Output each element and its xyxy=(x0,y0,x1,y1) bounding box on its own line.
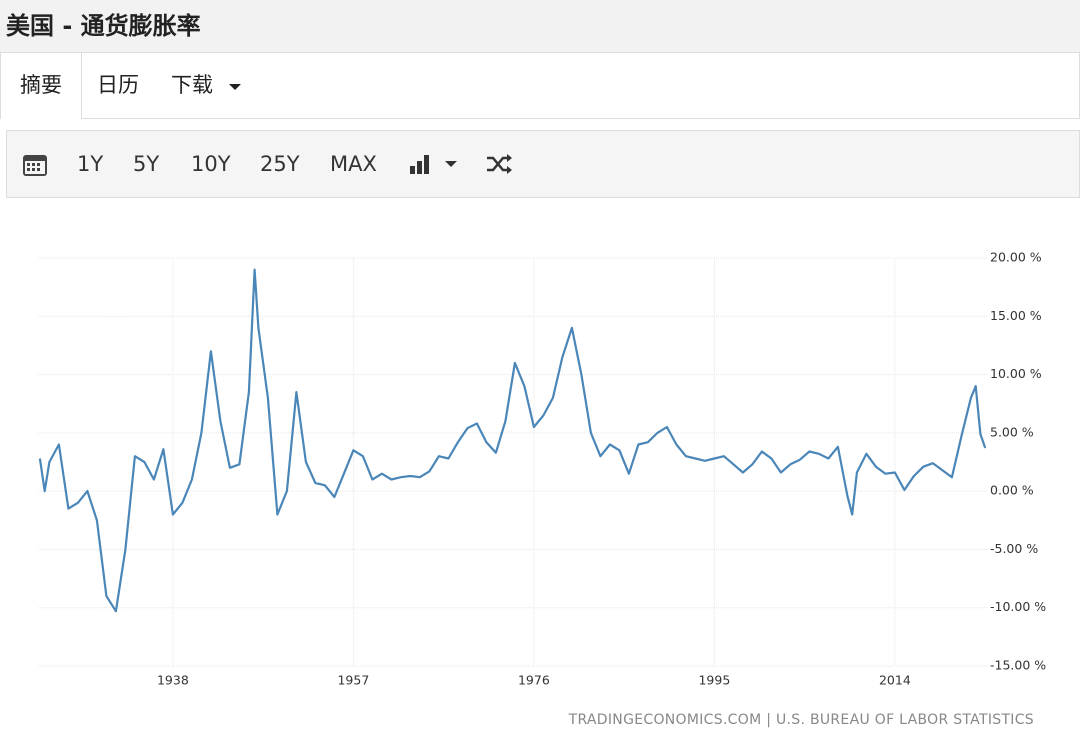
source: TRADINGECONOMICS.COM | U.S. BUREAU OF LA… xyxy=(568,712,1034,728)
line xyxy=(38,268,987,613)
range-button[interactable]: 1Y xyxy=(77,152,104,176)
y-tick-label: 15.00 % xyxy=(990,308,1042,323)
range-button[interactable]: 10Y xyxy=(191,152,231,176)
x-tick-label: 1938 xyxy=(157,673,189,688)
calendar-icon[interactable] xyxy=(22,153,48,177)
x-tick-label: 2014 xyxy=(879,673,911,688)
y-tick-label: -15.00 % xyxy=(990,658,1046,673)
tab[interactable]: 摘要 xyxy=(1,53,82,119)
range-button[interactable]: MAX xyxy=(330,152,377,176)
tab[interactable]: 下载 xyxy=(171,53,242,118)
tab[interactable]: 日历 xyxy=(97,73,139,97)
range-button[interactable]: 25Y xyxy=(260,152,300,176)
y-tick-label: 20.00 % xyxy=(990,250,1042,265)
y-tick-label: 0.00 % xyxy=(990,483,1034,498)
compare-button[interactable] xyxy=(485,153,513,175)
header: 美国 - 通货膨胀率 xyxy=(0,0,1080,52)
chart: 20.00 % 15.00 % 10.00 % 5.00 % 0.00 % -5.00 %… xyxy=(38,250,1046,688)
y-tick-label: 5.00 % xyxy=(990,424,1034,439)
dropdown-caret xyxy=(228,84,241,90)
x-tick-label: 1957 xyxy=(337,673,369,688)
y-tick-label: -10.00 % xyxy=(990,599,1046,614)
x-tick-label: 1976 xyxy=(518,673,550,688)
toolbar: 1Y 5Y 10Y 25Y MAX xyxy=(6,130,1080,198)
y-tick-label: -5.00 % xyxy=(990,541,1038,556)
page-title: 美国 - 通货膨胀率 xyxy=(6,12,201,40)
x-tick-label: 1995 xyxy=(698,673,730,688)
range-button[interactable]: 5Y xyxy=(133,152,160,176)
tab-bar: 摘要 日历 下载 xyxy=(0,52,1080,119)
y-tick-label: 10.00 % xyxy=(990,366,1042,381)
chart-type-button[interactable] xyxy=(409,153,459,175)
tab-label: 下载 xyxy=(171,73,213,97)
